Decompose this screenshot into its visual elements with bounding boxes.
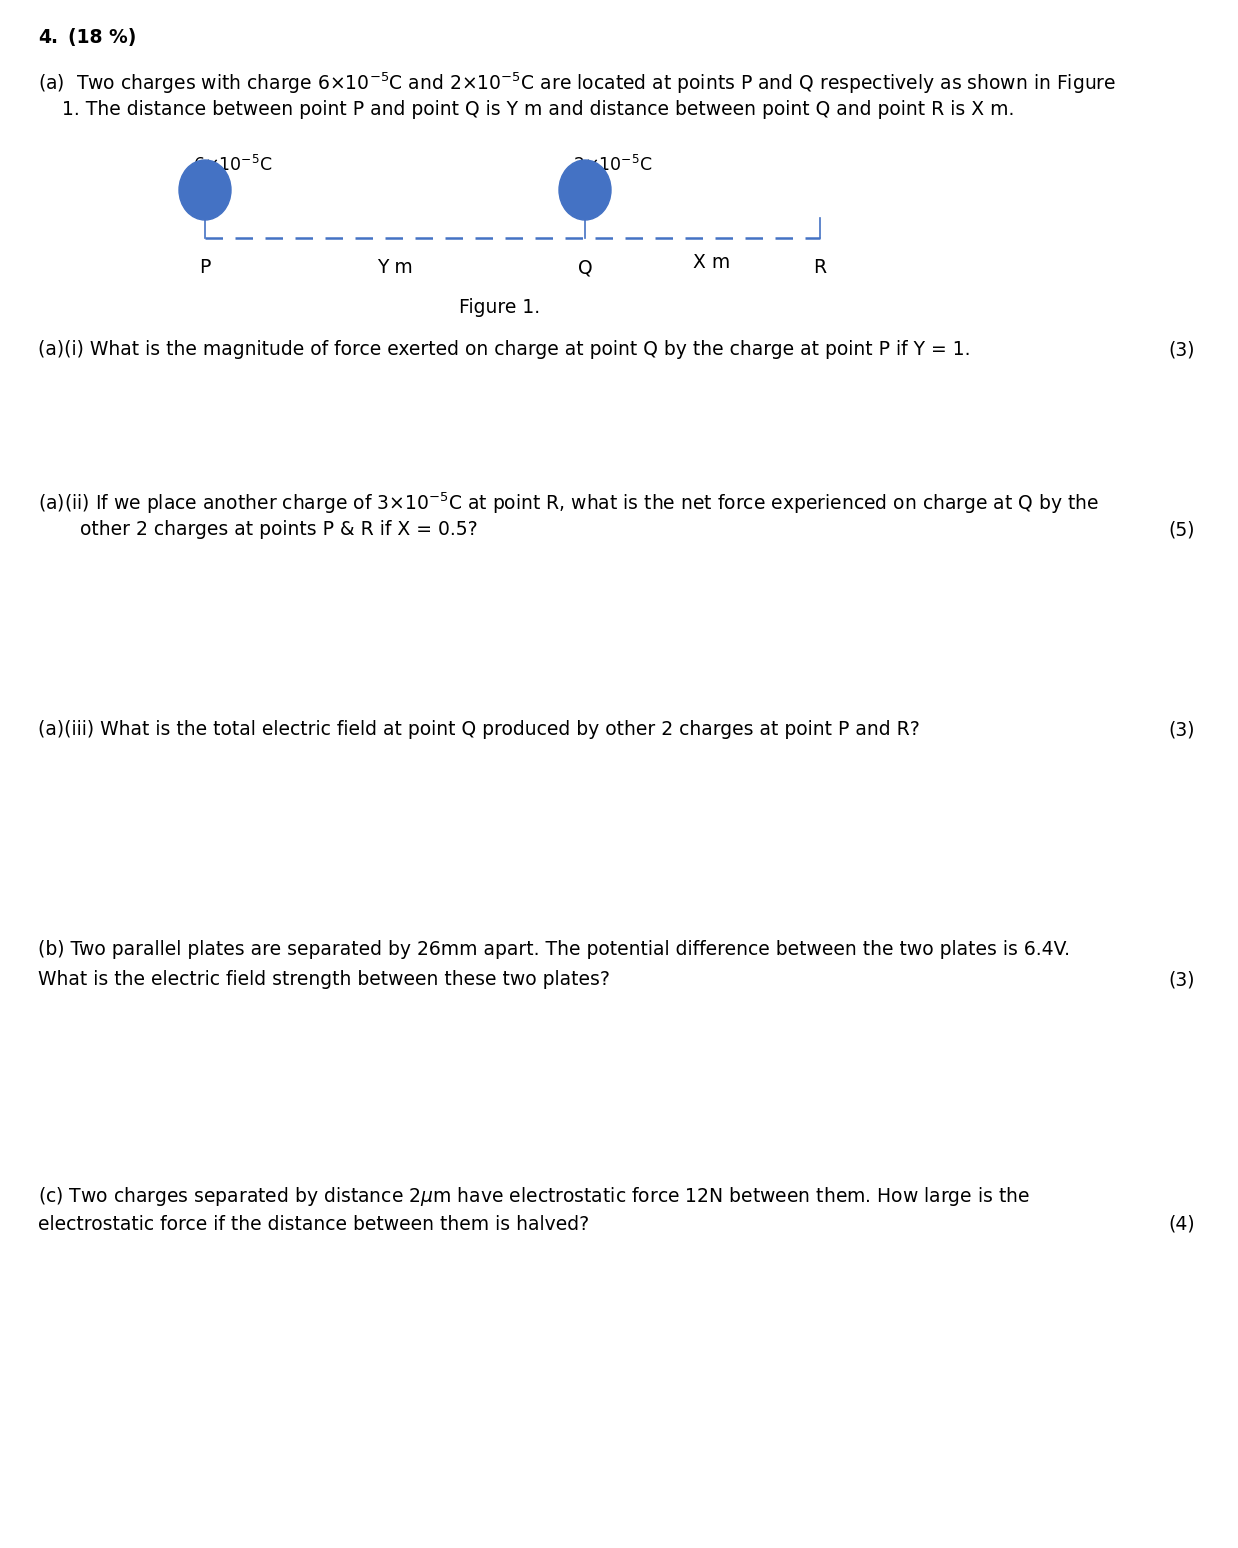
Text: Q: Q [578, 259, 592, 277]
Text: (c) Two charges separated by distance 2$\mu$m have electrostatic force 12N betwe: (c) Two charges separated by distance 2$… [38, 1186, 1030, 1207]
Text: other 2 charges at points P & R if X = 0.5?: other 2 charges at points P & R if X = 0… [80, 520, 478, 539]
Text: 2$\times$10$^{-5}$C: 2$\times$10$^{-5}$C [573, 155, 652, 175]
Text: Y m: Y m [378, 259, 413, 277]
Text: Figure 1.: Figure 1. [459, 299, 541, 317]
Text: (b) Two parallel plates are separated by 26mm apart. The potential difference be: (b) Two parallel plates are separated by… [38, 940, 1070, 960]
Text: 1. The distance between point P and point Q is Y m and distance between point Q : 1. The distance between point P and poin… [62, 101, 1014, 119]
Text: 4.: 4. [38, 28, 58, 46]
Text: What is the electric field strength between these two plates?: What is the electric field strength betw… [38, 971, 610, 989]
Text: (3): (3) [1169, 341, 1195, 359]
Text: (3): (3) [1169, 720, 1195, 738]
Text: electrostatic force if the distance between them is halved?: electrostatic force if the distance betw… [38, 1215, 589, 1234]
Text: P: P [199, 259, 210, 277]
Ellipse shape [560, 159, 612, 220]
Text: (18 %): (18 %) [68, 28, 136, 46]
Text: (4): (4) [1169, 1215, 1195, 1234]
Ellipse shape [180, 159, 232, 220]
Text: X m: X m [693, 252, 730, 272]
Text: (a)(ii) If we place another charge of 3$\times$10$^{-5}$C at point R, what is th: (a)(ii) If we place another charge of 3$… [38, 491, 1099, 515]
Text: (a)(iii) What is the total electric field at point Q produced by other 2 charges: (a)(iii) What is the total electric fiel… [38, 720, 920, 738]
Text: 6$\times$10$^{-5}$C: 6$\times$10$^{-5}$C [193, 155, 272, 175]
Text: R: R [813, 259, 827, 277]
Text: (3): (3) [1169, 971, 1195, 989]
Text: (5): (5) [1169, 520, 1195, 539]
Text: (a)  Two charges with charge 6$\times$10$^{-5}$C and 2$\times$10$^{-5}$C are loc: (a) Two charges with charge 6$\times$10$… [38, 70, 1117, 96]
Text: (a)(i) What is the magnitude of force exerted on charge at point Q by the charge: (a)(i) What is the magnitude of force ex… [38, 341, 971, 359]
